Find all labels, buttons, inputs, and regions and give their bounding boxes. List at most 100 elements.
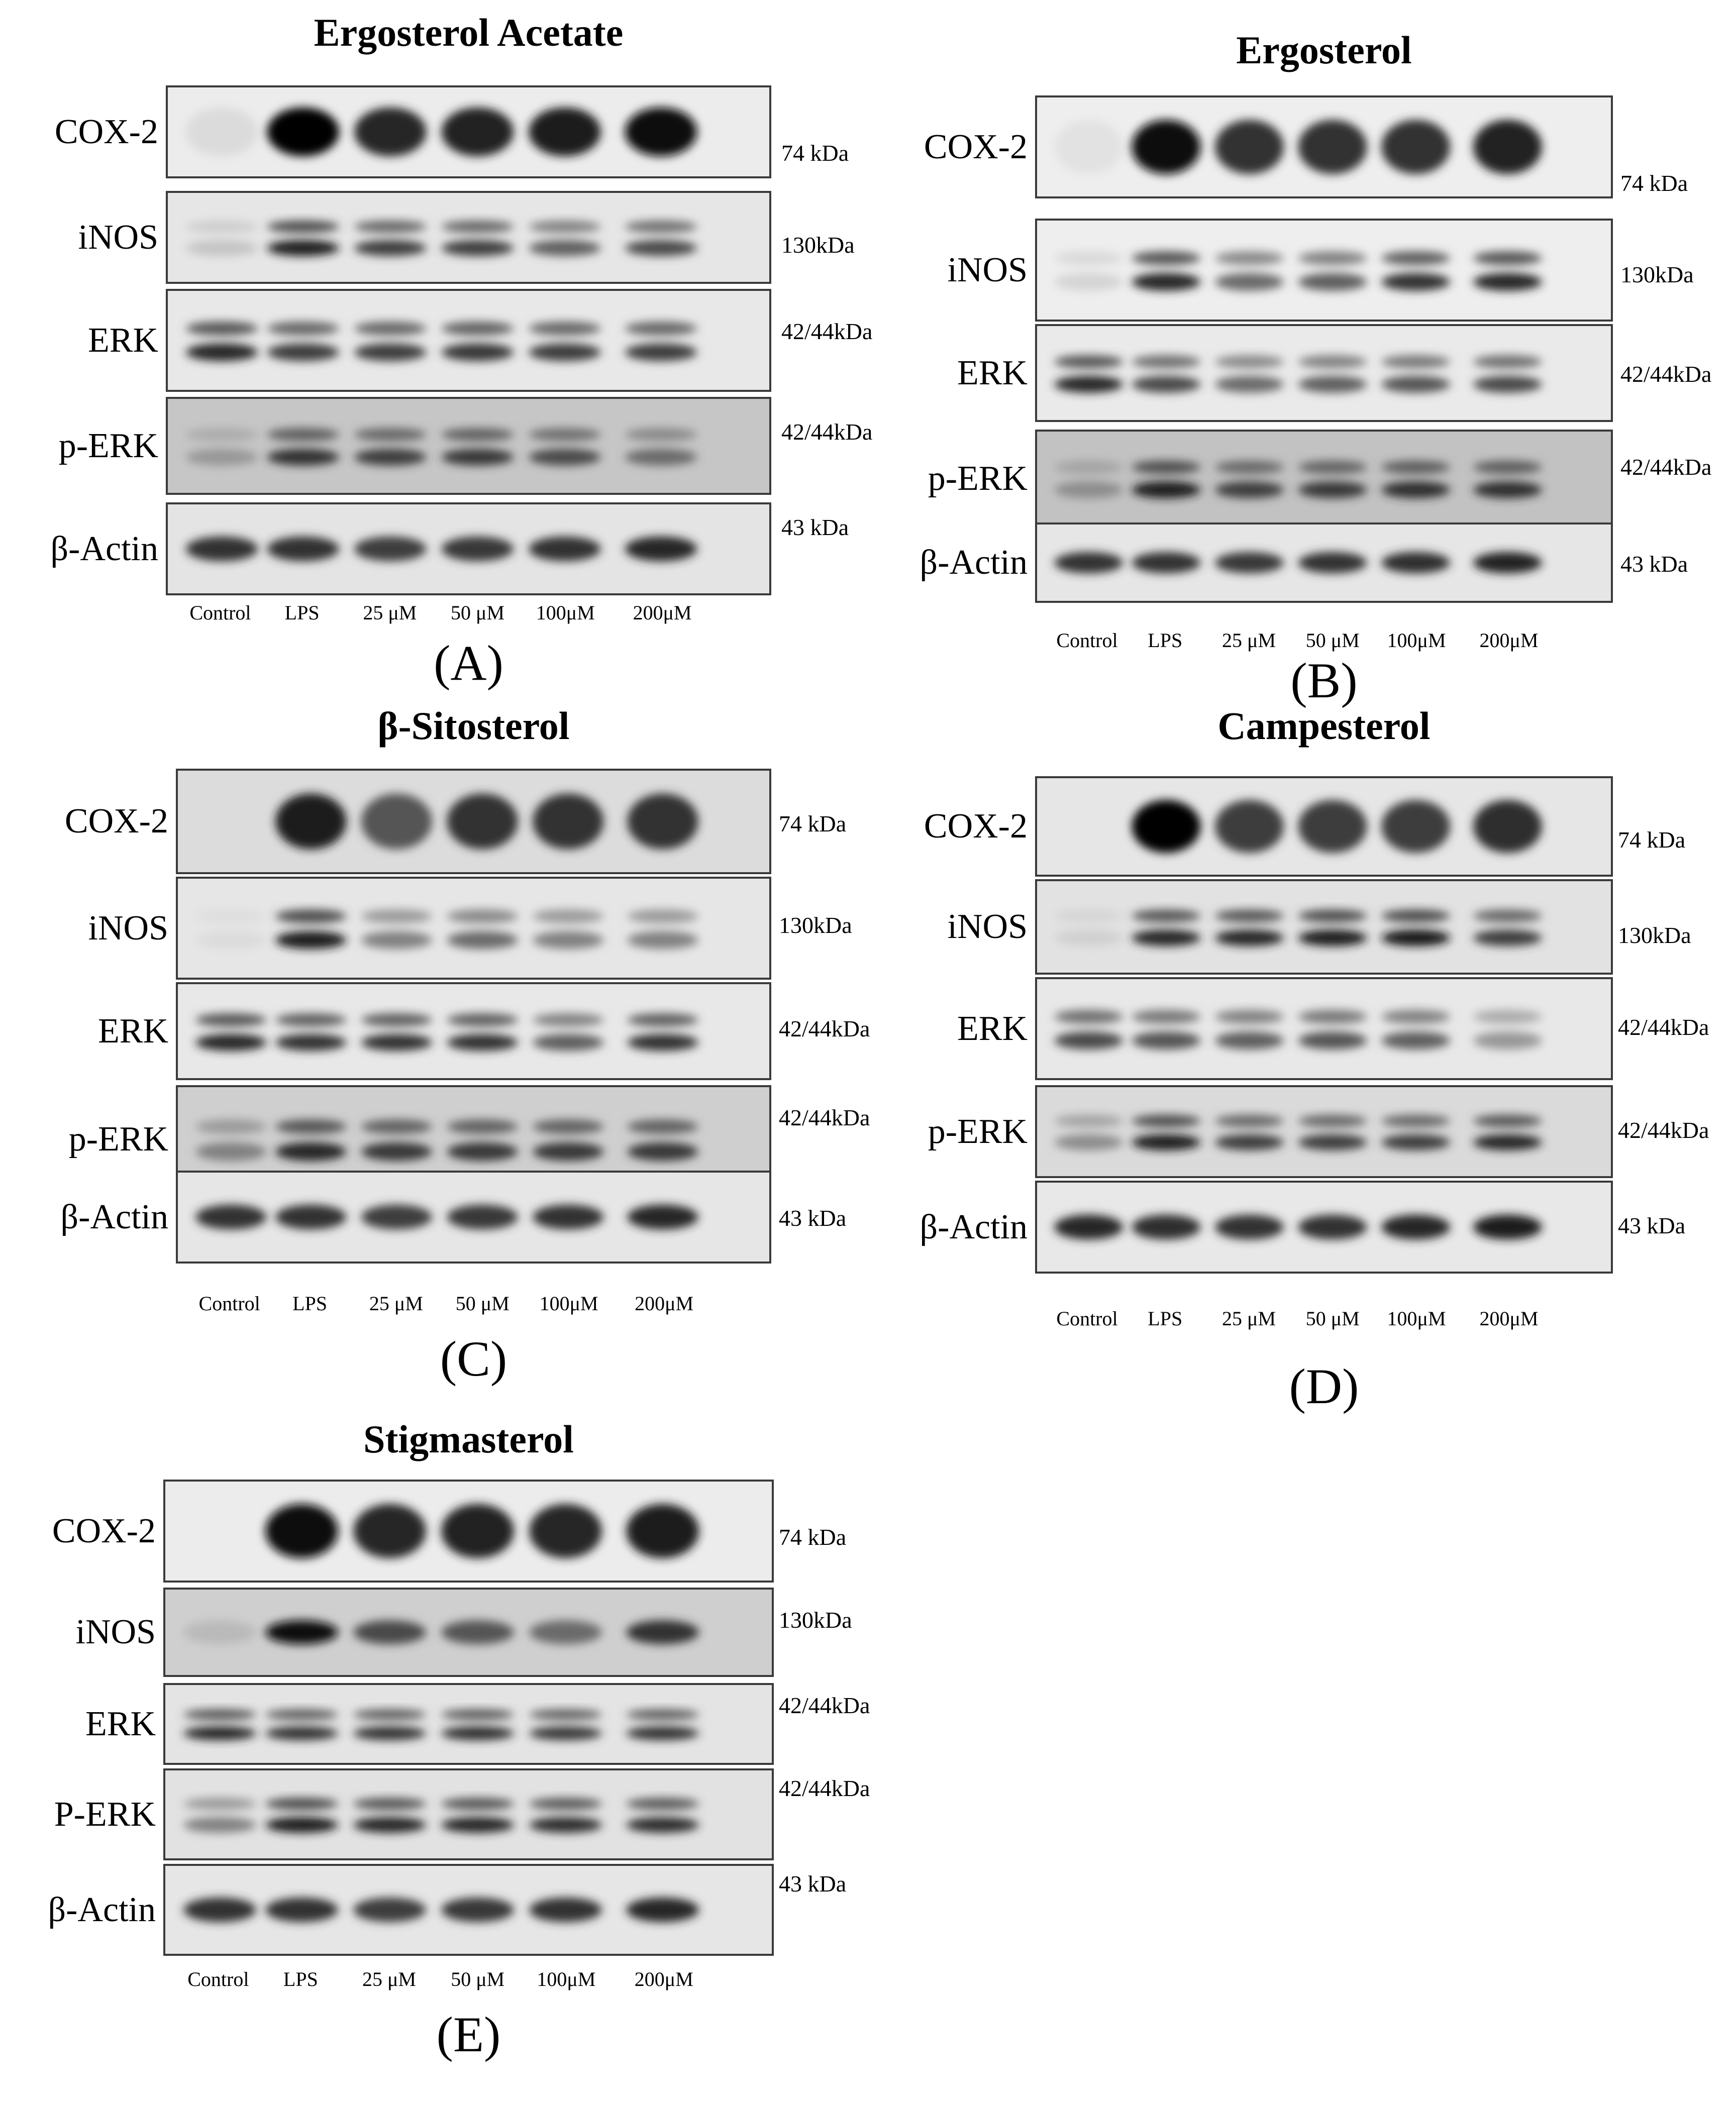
blot-band bbox=[195, 1034, 267, 1051]
molecular-weight-label: 43 kDa bbox=[779, 1871, 847, 1897]
blot-band bbox=[1215, 1031, 1284, 1049]
blot-band bbox=[1473, 929, 1542, 947]
blot-band bbox=[533, 1142, 604, 1161]
blot-bands bbox=[1054, 1010, 1542, 1049]
blot-band bbox=[1054, 120, 1124, 174]
lane-label: Control bbox=[1056, 629, 1118, 652]
blot-band bbox=[1054, 1031, 1124, 1049]
blot-band bbox=[625, 240, 697, 256]
blot-band bbox=[1473, 552, 1542, 574]
blot-strip bbox=[163, 1588, 774, 1677]
blot-band bbox=[447, 1142, 518, 1161]
blot-band bbox=[265, 1798, 338, 1810]
panel-letter: (A) bbox=[434, 635, 503, 691]
blot-strip bbox=[163, 1683, 774, 1765]
blot-band bbox=[1215, 460, 1284, 474]
blot-band bbox=[1298, 355, 1367, 369]
blot-band bbox=[625, 449, 697, 466]
blot-band bbox=[1132, 929, 1201, 947]
blot-band bbox=[447, 1034, 518, 1051]
blot-bands bbox=[1054, 251, 1542, 291]
blot-band bbox=[441, 1504, 515, 1558]
blot-band bbox=[626, 1798, 699, 1810]
blot-band bbox=[1381, 460, 1451, 474]
blot-strip bbox=[1035, 219, 1613, 322]
blot-bands bbox=[183, 1620, 699, 1644]
lane-label: 50 μM bbox=[455, 1292, 509, 1315]
blot-band bbox=[1473, 1134, 1542, 1150]
blot-band bbox=[1054, 552, 1124, 574]
blot-band bbox=[1473, 376, 1542, 393]
blot-band bbox=[275, 909, 347, 923]
blot-band bbox=[1381, 800, 1451, 853]
blot-panel: Campesterol COX-2 74 kDa iNOS 130kDa ERK 42/44… bbox=[894, 703, 1728, 1422]
blot-band bbox=[529, 240, 601, 256]
blot-band bbox=[265, 1726, 338, 1741]
protein-label: iNOS bbox=[88, 908, 168, 948]
molecular-weight-label: 43 kDa bbox=[781, 514, 849, 540]
molecular-weight-label: 42/44kDa bbox=[1618, 1117, 1709, 1143]
lane-label: 100μM bbox=[1387, 1307, 1446, 1330]
blot-band bbox=[529, 322, 601, 336]
blot-band bbox=[361, 909, 433, 923]
blot-band bbox=[1132, 273, 1201, 291]
protein-label: β-Actin bbox=[48, 1890, 156, 1929]
blot-band bbox=[627, 1034, 698, 1051]
blot-panel: Ergosterol Acetate COX-2 74 kDa iNOS 130kDa E… bbox=[25, 10, 873, 698]
blot-band bbox=[1381, 481, 1451, 498]
blot-strip bbox=[1035, 522, 1613, 603]
blot-band bbox=[265, 1709, 338, 1720]
blot-band bbox=[1215, 355, 1284, 369]
blot-band bbox=[529, 1798, 602, 1810]
lane-label: 25 μM bbox=[362, 1968, 417, 1990]
blot-band bbox=[1054, 929, 1124, 947]
blot-band bbox=[1054, 481, 1124, 498]
blot-band bbox=[1054, 1114, 1124, 1127]
blot-bands bbox=[185, 107, 697, 157]
blot-panel: β-Sitosterol COX-2 74 kDa iNOS 130kDa ERK 42/4… bbox=[25, 703, 870, 1394]
panel-letter: (D) bbox=[1289, 1358, 1359, 1414]
blot-band bbox=[1054, 355, 1124, 369]
blot-band bbox=[195, 1013, 267, 1027]
blot-band bbox=[529, 1709, 602, 1720]
lane-label: 200μM bbox=[1479, 1307, 1539, 1330]
blot-band bbox=[447, 909, 518, 923]
blot-band bbox=[195, 909, 267, 923]
blot-bands bbox=[185, 322, 697, 361]
blot-band bbox=[267, 107, 340, 157]
blot-band bbox=[1215, 481, 1284, 498]
blot-band bbox=[1381, 1214, 1451, 1240]
blot-band bbox=[533, 1119, 604, 1134]
blot-band bbox=[1132, 909, 1201, 922]
blot-strip bbox=[1035, 324, 1613, 422]
blot-strip bbox=[166, 502, 771, 595]
blot-band bbox=[275, 1204, 347, 1230]
blot-band bbox=[441, 428, 514, 442]
blot-band bbox=[1473, 1214, 1542, 1240]
blot-bands bbox=[195, 909, 698, 949]
blot-band bbox=[185, 322, 258, 336]
blot-band bbox=[275, 1142, 347, 1161]
blot-band bbox=[1215, 1134, 1284, 1150]
protein-label: iNOS bbox=[947, 250, 1028, 289]
blot-band bbox=[627, 909, 698, 923]
lane-label: Control bbox=[198, 1292, 260, 1315]
lane-label: 200μM bbox=[634, 1968, 693, 1990]
blot-band bbox=[1381, 929, 1451, 947]
blot-band bbox=[361, 1034, 433, 1051]
blot-band bbox=[447, 1204, 518, 1230]
blot-band bbox=[533, 1034, 604, 1051]
blot-band bbox=[1054, 1134, 1124, 1150]
blot-band bbox=[529, 343, 601, 361]
protein-label: ERK bbox=[88, 321, 158, 360]
blot-band bbox=[183, 1709, 257, 1720]
blot-band bbox=[1132, 1134, 1201, 1150]
blot-band bbox=[627, 1119, 698, 1134]
blot-band bbox=[441, 343, 514, 361]
blot-band bbox=[354, 536, 427, 562]
blot-bands bbox=[1054, 355, 1542, 393]
lane-label: 25 μM bbox=[1221, 629, 1276, 652]
blot-band bbox=[1215, 1214, 1284, 1240]
blot-band bbox=[1298, 376, 1367, 393]
lane-label: LPS bbox=[283, 1968, 318, 1990]
